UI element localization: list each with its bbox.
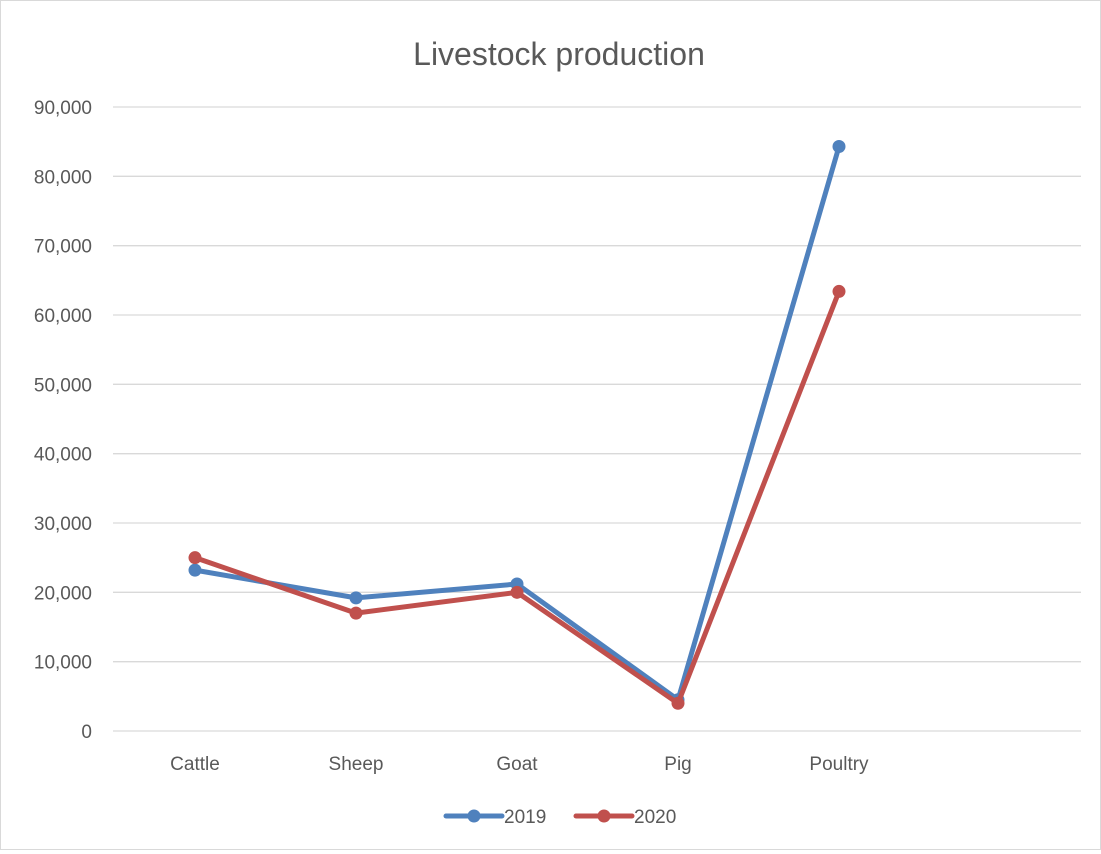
y-tick-label: 40,000 bbox=[34, 445, 92, 466]
chart-title: Livestock production bbox=[413, 36, 705, 72]
series-line-2019 bbox=[192, 144, 842, 703]
y-tick-label: 30,000 bbox=[34, 514, 92, 535]
y-tick-label: 90,000 bbox=[34, 98, 92, 119]
data-point-2019 bbox=[188, 563, 202, 577]
y-tick-label: 60,000 bbox=[34, 306, 92, 327]
x-tick-label: Pig bbox=[664, 754, 691, 775]
y-tick-label: 70,000 bbox=[34, 237, 92, 258]
series-layer bbox=[188, 140, 846, 710]
data-point-2019 bbox=[349, 591, 363, 605]
legend: 2019 2020 bbox=[443, 807, 676, 828]
x-tick-label: Poultry bbox=[809, 754, 869, 775]
data-point-2020 bbox=[349, 606, 363, 620]
gridlines bbox=[113, 106, 1081, 732]
series-line-2020 bbox=[192, 288, 842, 706]
legend-label: 2019 bbox=[504, 807, 546, 828]
y-tick-label: 0 bbox=[81, 722, 92, 743]
legend-swatch-marker bbox=[597, 809, 611, 823]
legend-item-2020: 2020 bbox=[573, 807, 676, 828]
data-point-2019 bbox=[832, 140, 846, 154]
data-point-2020 bbox=[188, 551, 202, 565]
y-tick-label: 80,000 bbox=[34, 167, 92, 188]
x-axis-tick-labels: Cattle Sheep Goat Pig Poultry bbox=[170, 754, 869, 775]
y-tick-label: 10,000 bbox=[34, 653, 92, 674]
data-point-2020 bbox=[510, 585, 524, 599]
legend-swatch-marker bbox=[467, 809, 481, 823]
y-tick-label: 50,000 bbox=[34, 375, 92, 396]
legend-item-2019: 2019 bbox=[443, 807, 546, 828]
data-point-2020 bbox=[671, 696, 685, 710]
y-axis-tick-labels: 0 10,000 20,000 30,000 40,000 50,000 60,000 70,… bbox=[34, 98, 92, 743]
data-point-2020 bbox=[832, 284, 846, 298]
y-tick-label: 20,000 bbox=[34, 583, 92, 604]
x-tick-label: Goat bbox=[496, 754, 538, 775]
x-tick-label: Sheep bbox=[329, 754, 384, 775]
legend-label: 2020 bbox=[634, 807, 676, 828]
x-tick-label: Cattle bbox=[170, 754, 220, 775]
